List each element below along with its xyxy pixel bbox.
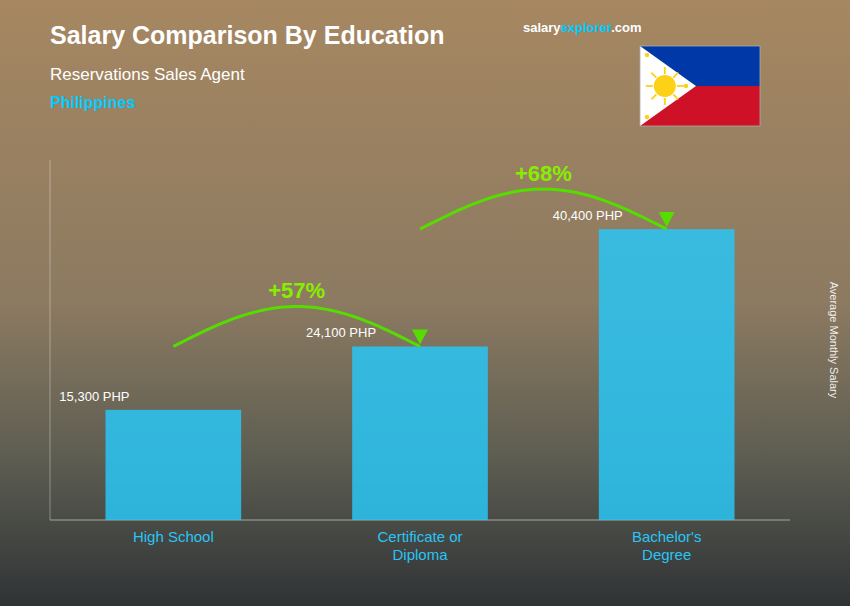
chart-container: Salary Comparison By Education Reservatio… [0, 0, 850, 606]
background [0, 0, 850, 606]
watermark-part: explorer [561, 20, 612, 35]
flag-ray [673, 94, 678, 99]
flag-ray [673, 73, 678, 78]
watermark: salaryexplorer.com [523, 20, 642, 35]
category-label-line: Certificate or [377, 528, 462, 545]
arrow-head [412, 329, 428, 344]
country: Philippines [50, 94, 135, 111]
category-label-line: Degree [642, 546, 691, 563]
category-label: High School [133, 528, 214, 545]
data-label: 15,300 PHP [59, 389, 129, 404]
arch-arrow [173, 306, 420, 346]
flag-ray [664, 98, 666, 105]
category-label-line: High School [133, 528, 214, 545]
category-label: Certificate orDiploma [377, 528, 462, 563]
y-axis-line [50, 160, 51, 520]
watermark-part: salary [523, 20, 561, 35]
flag [640, 46, 760, 126]
category-label-line: Diploma [392, 546, 448, 563]
bar [352, 346, 488, 520]
data-label: 24,100 PHP [306, 325, 376, 340]
category-label: Bachelor'sDegree [632, 528, 702, 563]
flag-star [645, 115, 649, 119]
bars [106, 229, 735, 520]
flag-sun [654, 75, 676, 97]
flag-ray [651, 94, 656, 99]
arrow-head [659, 212, 675, 227]
flag-star [684, 84, 688, 88]
flag-ray [646, 85, 653, 87]
category-label-line: Bachelor's [632, 528, 702, 545]
flag-ray [677, 85, 684, 87]
data-label: 40,400 PHP [553, 208, 623, 223]
flag-border [640, 46, 760, 126]
watermark-part: .com [611, 20, 641, 35]
flag-ray [664, 67, 666, 74]
flag-triangle [640, 46, 696, 126]
arrows [173, 189, 674, 346]
arch-arrow [420, 189, 667, 229]
bar [106, 410, 242, 520]
flag-ray [651, 73, 656, 78]
subtitle: Reservations Sales Agent [50, 65, 245, 84]
chart-svg: Salary Comparison By Education Reservatio… [0, 0, 850, 606]
title: Salary Comparison By Education [50, 21, 445, 49]
y-axis-label: Average Monthly Salary [828, 282, 840, 399]
percent-label: +68% [515, 161, 572, 186]
percent-label: +57% [268, 278, 325, 303]
flag-star [645, 53, 649, 57]
bar [599, 229, 735, 520]
